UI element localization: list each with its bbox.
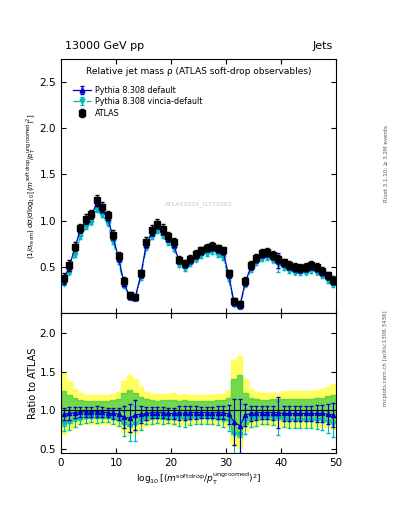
Y-axis label: Ratio to ATLAS: Ratio to ATLAS <box>28 348 38 419</box>
Text: Relative jet mass ρ (ATLAS soft-drop observables): Relative jet mass ρ (ATLAS soft-drop obs… <box>86 67 311 75</box>
Text: Jets: Jets <box>313 41 333 51</box>
Text: 13000 GeV pp: 13000 GeV pp <box>65 41 144 51</box>
Text: Rivet 3.1.10; ≥ 3.2M events: Rivet 3.1.10; ≥ 3.2M events <box>383 125 388 202</box>
Text: mcplots.cern.ch [arXiv:1306.3436]: mcplots.cern.ch [arXiv:1306.3436] <box>383 311 388 406</box>
Y-axis label: $(1/\sigma_\mathrm{resm})\ d\sigma/d\log_{10}[(m^\mathrm{soft\,drop}/p_\mathrm{T: $(1/\sigma_\mathrm{resm})\ d\sigma/d\log… <box>24 113 38 259</box>
Legend: Pythia 8.308 default, Pythia 8.308 vincia-default, ATLAS: Pythia 8.308 default, Pythia 8.308 vinci… <box>70 83 204 120</box>
X-axis label: $\log_{10}[(m^{\mathrm{soft\,drop}}/p_\mathrm{T}^{\mathrm{ungroomed}})^2]$: $\log_{10}[(m^{\mathrm{soft\,drop}}/p_\m… <box>136 471 261 487</box>
Text: ATLAS2019_I1772062: ATLAS2019_I1772062 <box>165 201 232 207</box>
